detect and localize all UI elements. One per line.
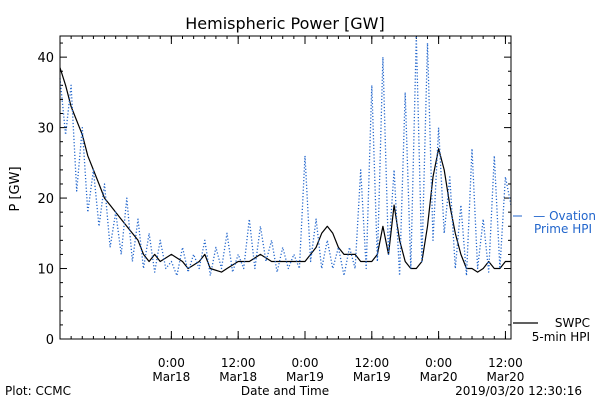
plot-timestamp: 2019/03/20 12:30:16 [455, 384, 582, 398]
legend-label-ovation-line1: — Ovation [533, 209, 596, 223]
x-tick-label-date: Mar20 [486, 370, 524, 384]
ovation-prime-hpi-line [59, 35, 512, 277]
y-tick-label: 40 [37, 51, 54, 66]
x-tick-label-date: Mar19 [353, 370, 391, 384]
legend-label-ovation-line2: Prime HPI [534, 222, 592, 236]
y-tick-label: 30 [37, 122, 54, 137]
x-tick-labels: 0:00Mar1812:00Mar180:00Mar1912:00Mar190:… [152, 356, 524, 384]
chart-title: Hemispheric Power [GW] [185, 14, 384, 33]
x-tick-label-date: Mar18 [152, 370, 190, 384]
x-tick-label-date: Mar20 [420, 370, 458, 384]
x-tick-label-time: 12:00 [221, 356, 256, 370]
y-axis-label: P [GW] [8, 166, 23, 211]
plot-credit: Plot: CCMC [5, 384, 71, 398]
y-tick-label: 0 [46, 333, 54, 348]
y-tick-labels: 0 10 20 30 40 [37, 51, 54, 348]
x-tick-label-time: 12:00 [355, 356, 390, 370]
series-lines [59, 35, 512, 277]
x-tick-label-date: Mar18 [219, 370, 257, 384]
y-tick-label: 20 [37, 192, 54, 207]
x-tick-label-time: 0:00 [425, 356, 452, 370]
x-tick-label-date: Mar19 [286, 370, 324, 384]
x-axis-label: Date and Time [241, 384, 329, 398]
legend-label-swpc-line1: SWPC [555, 316, 590, 330]
tick-marks [59, 36, 511, 340]
x-tick-label-time: 0:00 [292, 356, 319, 370]
x-tick-label-time: 0:00 [158, 356, 185, 370]
y-tick-label: 10 [37, 263, 54, 278]
legend-label-swpc-line2: 5-min HPI [532, 330, 590, 344]
x-tick-label-time: 12:00 [488, 356, 523, 370]
swpc-5min-hpi-line [59, 67, 511, 273]
plot-frame [59, 35, 512, 340]
